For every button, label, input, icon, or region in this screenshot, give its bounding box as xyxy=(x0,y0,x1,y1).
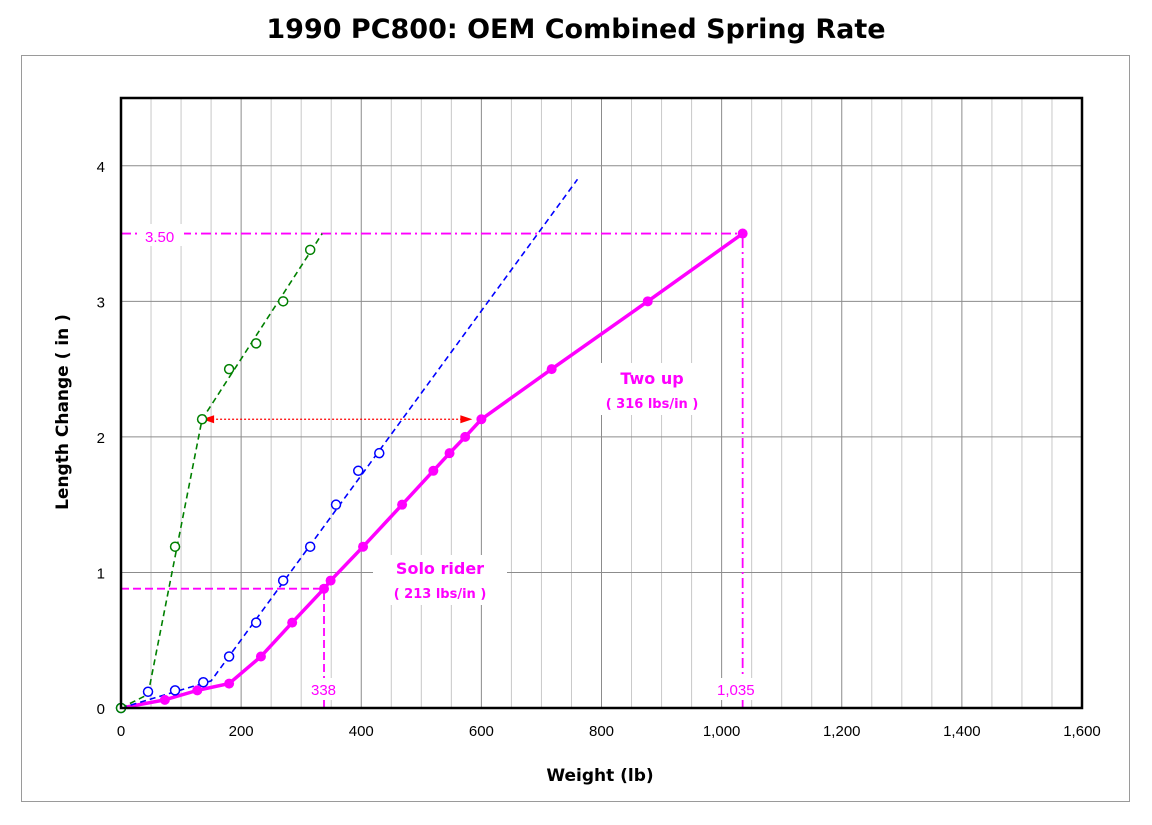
y-axis-label: Length Change ( in ) xyxy=(53,314,73,510)
data-point-open xyxy=(250,338,262,349)
series-fit-line xyxy=(120,178,579,709)
x-ref-label-two: 1,035 xyxy=(717,682,755,699)
data-point xyxy=(428,465,439,476)
data-point xyxy=(460,431,471,442)
series-fit-line xyxy=(120,233,323,709)
data-point-open xyxy=(196,414,208,425)
series-layer xyxy=(120,178,744,710)
data-point xyxy=(397,499,408,510)
data-point xyxy=(287,617,298,628)
arrow-head-right xyxy=(460,415,473,424)
data-point xyxy=(737,228,748,239)
arrow-head-left xyxy=(202,415,215,424)
data-point xyxy=(325,575,336,586)
solo-label-bg xyxy=(373,555,507,605)
data-point-open xyxy=(304,244,316,256)
data-point-open xyxy=(304,541,316,552)
data-point xyxy=(224,678,235,689)
chart-title: 1990 PC800: OEM Combined Spring Rate xyxy=(266,14,886,45)
data-point xyxy=(444,448,455,459)
x-tick-label: 800 xyxy=(589,723,614,740)
data-point xyxy=(159,694,170,705)
x-tick-label: 1,000 xyxy=(703,723,741,740)
label-bg-1035 xyxy=(712,678,768,700)
data-point-open xyxy=(198,676,209,688)
x-axis-label: Weight (lb) xyxy=(546,766,653,786)
y-tick-label: 2 xyxy=(97,430,105,447)
y-ref-label: 3.50 xyxy=(145,229,174,246)
x-tick-label: 600 xyxy=(469,723,494,740)
tick-labels: 0 200 400 600 800 1,000 1,200 1,400 1,600 0 1 2 3 4 xyxy=(97,159,1101,740)
chart-frame xyxy=(21,55,1130,802)
data-point-open xyxy=(223,363,235,375)
x-tick-label: 1,200 xyxy=(823,723,861,740)
data-point xyxy=(358,541,369,552)
label-bg-338 xyxy=(307,678,347,700)
two-up-label-bg xyxy=(590,363,720,415)
plot-border xyxy=(119,96,1084,710)
data-point xyxy=(192,685,203,696)
x-tick-label: 1,600 xyxy=(1063,723,1101,740)
data-point-open xyxy=(277,296,289,307)
x-tick-label: 1,400 xyxy=(943,723,981,740)
x-tick-label: 0 xyxy=(117,723,125,740)
data-point xyxy=(255,651,266,662)
y-tick-label: 0 xyxy=(97,701,105,718)
x-tick-label: 400 xyxy=(349,723,374,740)
markers-layer xyxy=(115,228,748,714)
data-point-open xyxy=(142,686,154,697)
y-tick-label: 3 xyxy=(97,294,105,311)
data-point-open xyxy=(169,541,181,552)
data-point-open xyxy=(374,447,385,459)
data-point xyxy=(476,414,487,425)
x-tick-label: 200 xyxy=(229,723,254,740)
y-tick-label: 1 xyxy=(97,565,105,582)
label-bg-3-50 xyxy=(140,224,184,246)
y-tick-label: 4 xyxy=(97,159,105,176)
data-point-open xyxy=(277,575,289,586)
data-point xyxy=(319,583,330,594)
data-point xyxy=(642,296,653,307)
two-up-label: Two up xyxy=(620,369,683,388)
solo-rider-rate: ( 213 lbs/in ) xyxy=(394,587,487,602)
data-point-open xyxy=(330,499,342,510)
data-point-open xyxy=(169,685,181,696)
data-point xyxy=(546,364,557,375)
x-ref-label-solo: 338 xyxy=(311,682,336,699)
data-point-open xyxy=(250,617,262,628)
data-point-open xyxy=(223,651,235,662)
solo-rider-label: Solo rider xyxy=(396,559,484,578)
data-point-open xyxy=(352,465,364,477)
two-up-rate: ( 316 lbs/in ) xyxy=(606,397,699,412)
